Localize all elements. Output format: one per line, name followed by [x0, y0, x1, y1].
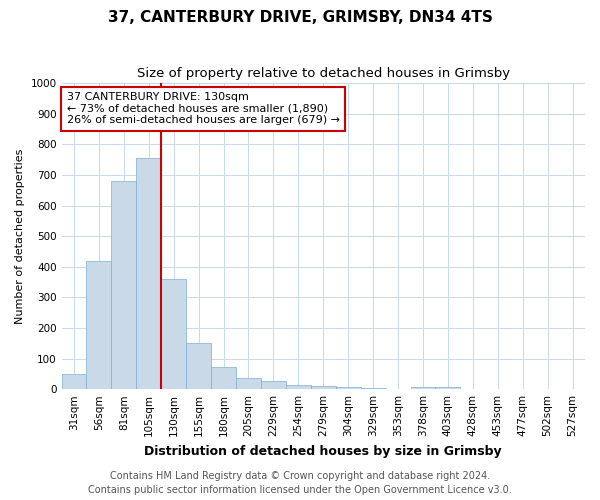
Bar [311, 386, 336, 389]
Bar [410, 386, 436, 389]
Bar [236, 378, 261, 389]
X-axis label: Distribution of detached houses by size in Grimsby: Distribution of detached houses by size … [145, 444, 502, 458]
Bar [86, 260, 112, 389]
Bar [112, 181, 136, 389]
Text: 37, CANTERBURY DRIVE, GRIMSBY, DN34 4TS: 37, CANTERBURY DRIVE, GRIMSBY, DN34 4TS [107, 10, 493, 25]
Title: Size of property relative to detached houses in Grimsby: Size of property relative to detached ho… [137, 68, 510, 80]
Text: Contains HM Land Registry data © Crown copyright and database right 2024.
Contai: Contains HM Land Registry data © Crown c… [88, 471, 512, 495]
Bar [361, 388, 386, 389]
Bar [161, 279, 186, 389]
Bar [186, 342, 211, 389]
Bar [136, 158, 161, 389]
Bar [211, 367, 236, 389]
Bar [336, 387, 361, 389]
Y-axis label: Number of detached properties: Number of detached properties [15, 148, 25, 324]
Bar [436, 386, 460, 389]
Bar [261, 381, 286, 389]
Bar [286, 384, 311, 389]
Bar [62, 374, 86, 389]
Text: 37 CANTERBURY DRIVE: 130sqm
← 73% of detached houses are smaller (1,890)
26% of : 37 CANTERBURY DRIVE: 130sqm ← 73% of det… [67, 92, 340, 126]
